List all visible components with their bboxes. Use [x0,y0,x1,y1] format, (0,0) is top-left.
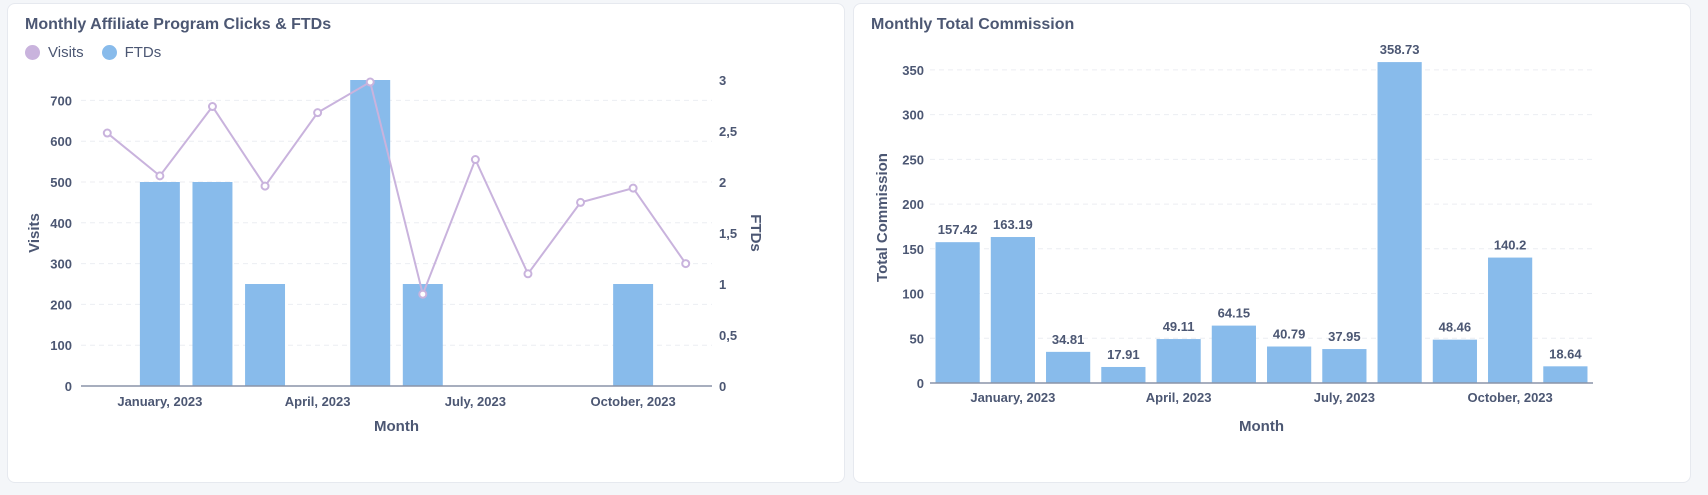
data-label: 37.95 [1328,329,1361,344]
x-tick-label: January, 2023 [970,390,1055,405]
y-tick-label-left: 400 [50,216,72,231]
clicks-ftds-chart: 0 100 200 300 400 500 600 700 0 0,5 1 1,5 2 2,5 3 Janua… [26,73,764,435]
y-axis-title-left: Visits [26,213,43,253]
clicks-ftds-card: Monthly Affiliate Program Clicks & FTDs … [7,3,845,483]
data-label: 140.2 [1494,238,1527,253]
x-tick-label: October, 2023 [590,394,675,409]
point-visits [576,197,586,207]
bar-commission [990,237,1035,383]
bar-commission [1488,257,1533,383]
y-tick-label: 50 [910,331,924,346]
legend-item-ftds[interactable]: FTDs [101,44,162,61]
data-label: 18.64 [1549,346,1582,361]
bar-commission [1101,366,1146,383]
bar-commission [1543,366,1588,383]
data-label: 40.79 [1273,327,1306,342]
line-visits [106,80,687,298]
y-tick-label-left: 600 [50,134,72,149]
data-label: 17.91 [1107,347,1140,362]
x-tick-label: July, 2023 [1314,390,1375,405]
y-tick-label-right: 2 [719,175,726,190]
legend-dot-ftds [101,45,117,60]
legend-label-ftds: FTDs [124,44,162,61]
point-visits [313,108,323,118]
bar-commission [1267,346,1312,383]
point-visits [207,102,217,112]
x-tick-label: October, 2023 [1467,390,1552,405]
y-tick-label: 0 [917,376,924,391]
y-tick-label-right: 3 [719,73,726,88]
point-visits [523,269,533,279]
chart-title[interactable]: Monthly Total Commission [871,16,1075,33]
bar-ftds [192,182,233,386]
y-tick-label-left: 500 [50,175,72,190]
y-tick-label-left: 100 [50,338,72,353]
point-visits [365,77,375,87]
data-label: 48.46 [1439,320,1472,335]
point-visits [628,183,638,193]
chart-title[interactable]: Monthly Affiliate Program Clicks & FTDs [25,16,332,33]
legend-dot-visits [25,45,40,60]
bar-commission [935,242,980,383]
x-tick-label: July, 2023 [445,394,506,409]
data-label: 64.15 [1218,306,1251,321]
data-label: 34.81 [1052,332,1085,347]
y-tick-label-left: 700 [50,93,72,108]
y-tick-label: 100 [902,287,924,302]
y-tick-label-right: 1 [719,277,726,292]
bar-commission [1156,339,1201,383]
point-visits [155,171,165,181]
bar-commission [1377,62,1422,383]
x-tick-label: January, 2023 [117,394,202,409]
x-axis-title: Month [1239,418,1284,435]
bar-commission [1322,349,1367,383]
y-tick-label-right: 0 [719,379,726,394]
commission-chart: 0 50 100 150 200 250 300 350 157.42 163.19 34.81 17… [874,42,1593,435]
bar-ftds [402,284,443,386]
data-label: 358.73 [1380,42,1420,57]
bar-ftds [139,182,180,386]
y-tick-label-left: 0 [65,379,72,394]
bar-ftds [350,80,391,386]
y-tick-label-right: 1,5 [719,226,737,241]
point-visits [470,155,480,165]
legend-label-visits: Visits [48,44,84,61]
y-tick-label: 350 [902,63,924,78]
y-tick-label-right: 2,5 [719,124,737,139]
commission-card: Monthly Total Commission 0 50 100 150 200 250… [853,3,1691,483]
y-tick-label: 200 [902,197,924,212]
bar-commission [1046,351,1091,383]
bar-commission [1211,325,1256,383]
data-label: 49.11 [1163,319,1195,334]
y-axis-title: Total Commission [874,153,891,282]
y-tick-label: 150 [902,242,924,257]
data-label: 157.42 [938,222,978,237]
y-tick-label-left: 300 [50,257,72,272]
y-axis-title-right: FTDs [747,214,764,252]
point-visits [681,259,691,269]
y-tick-label: 300 [902,108,924,123]
data-label: 163.19 [993,217,1033,232]
y-tick-label: 250 [902,152,924,167]
point-visits [102,128,112,138]
x-axis-title: Month [374,418,419,435]
y-tick-label-left: 200 [50,297,72,312]
x-tick-label: April, 2023 [285,394,351,409]
point-visits [418,289,428,299]
x-tick-label: April, 2023 [1146,390,1212,405]
bar-commission [1432,339,1477,383]
point-visits [260,181,270,191]
bar-ftds [613,284,654,386]
legend-item-visits[interactable]: Visits [25,44,84,61]
bar-ftds [245,284,286,386]
y-tick-label-right: 0,5 [719,328,737,343]
legend: Visits FTDs [25,44,161,61]
